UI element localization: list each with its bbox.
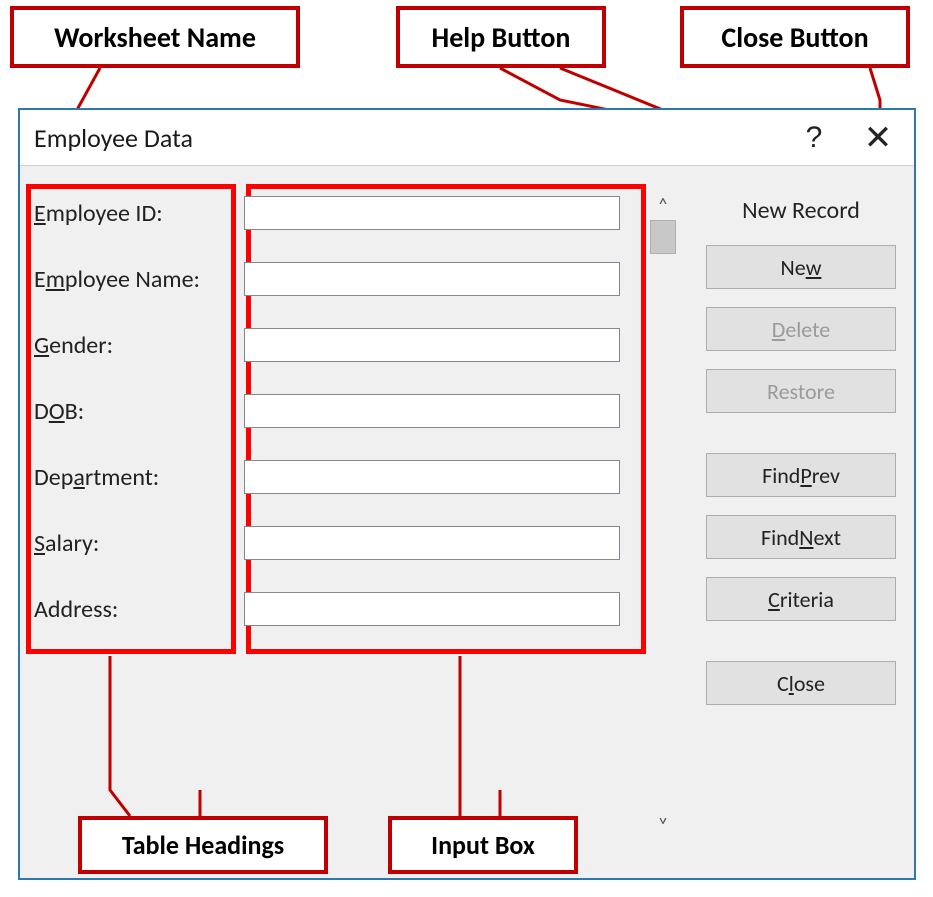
field-input[interactable] (244, 394, 620, 428)
restore-button: Restore (706, 369, 896, 413)
callout-help-button-text: Help Button (432, 20, 571, 55)
delete-button: Delete (706, 307, 896, 351)
field-input[interactable] (244, 262, 620, 296)
field-label: Department: (34, 463, 244, 492)
find-next-button[interactable]: Find Next (706, 515, 896, 559)
record-scrollbar[interactable]: ˄ ˅ (650, 196, 676, 836)
dialog-body: Employee ID: Employee Name: Gender: DOB: Dep… (20, 166, 914, 878)
dialog-titlebar: Employee Data ? ✕ (20, 110, 914, 166)
field-row: Department: (34, 460, 634, 494)
record-status-text: New Record (706, 196, 896, 225)
callout-help-button: Help Button (396, 6, 606, 68)
fields-container: Employee ID: Employee Name: Gender: DOB: Dep… (34, 196, 634, 658)
close-icon: ✕ (864, 118, 893, 158)
field-input[interactable] (244, 328, 620, 362)
button-gap (706, 639, 896, 661)
help-button[interactable]: ? (784, 110, 844, 166)
field-label: Salary: (34, 529, 244, 558)
callout-worksheet-name: Worksheet Name (10, 6, 300, 68)
callout-worksheet-name-text: Worksheet Name (54, 20, 256, 55)
find-prev-button[interactable]: Find Prev (706, 453, 896, 497)
callout-input-box: Input Box (388, 816, 578, 874)
field-input[interactable] (244, 592, 620, 626)
field-row: Salary: (34, 526, 634, 560)
field-input[interactable] (244, 460, 620, 494)
field-label: Employee Name: (34, 265, 244, 294)
field-label: Gender: (34, 331, 244, 360)
data-form-dialog: Employee Data ? ✕ Employee ID: Employee N… (18, 108, 916, 880)
field-input[interactable] (244, 526, 620, 560)
close-button[interactable]: Close (706, 661, 896, 705)
close-button[interactable]: ✕ (848, 110, 908, 166)
scroll-up-icon[interactable]: ˄ (658, 196, 669, 216)
callout-close-button-text: Close Button (721, 20, 868, 55)
field-label: DOB: (34, 397, 244, 426)
field-row: DOB: (34, 394, 634, 428)
field-label: Employee ID: (34, 199, 244, 228)
callout-table-headings: Table Headings (78, 816, 328, 874)
field-row: Address: (34, 592, 634, 626)
new-button[interactable]: New (706, 245, 896, 289)
dialog-title: Employee Data (34, 122, 193, 154)
criteria-button[interactable]: Criteria (706, 577, 896, 621)
field-label: Address: (34, 595, 244, 624)
callout-table-headings-text: Table Headings (122, 829, 284, 861)
callout-close-button: Close Button (680, 6, 910, 68)
callout-input-box-text: Input Box (431, 829, 535, 861)
side-button-panel: New Record New Delete Restore Find Prev Find… (706, 196, 896, 723)
scroll-down-icon[interactable]: ˅ (658, 816, 669, 836)
help-icon: ? (806, 121, 823, 155)
field-row: Employee ID: (34, 196, 634, 230)
button-gap (706, 431, 896, 453)
field-row: Employee Name: (34, 262, 634, 296)
field-input[interactable] (244, 196, 620, 230)
scroll-thumb[interactable] (650, 220, 676, 254)
field-row: Gender: (34, 328, 634, 362)
